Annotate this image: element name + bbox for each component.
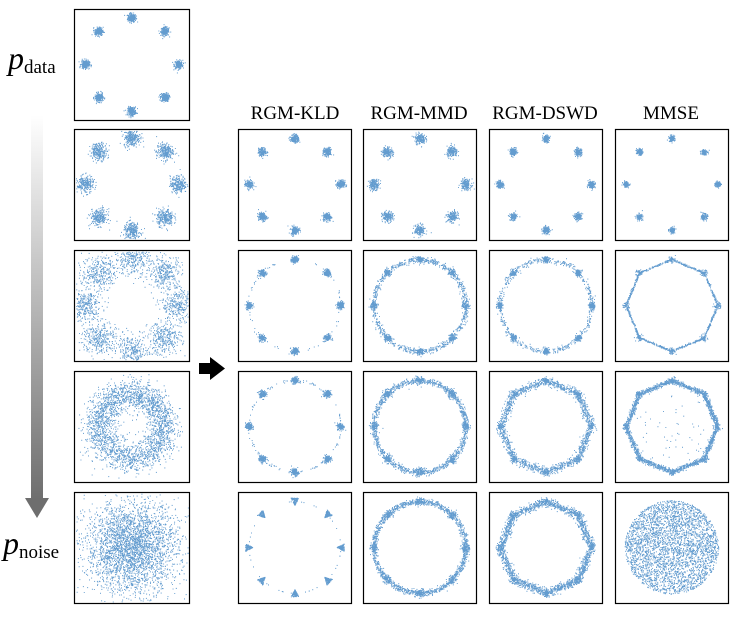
grid-panel-r4-c4	[614, 491, 730, 605]
scatter-points	[494, 132, 596, 236]
grid-panel-r3-c1	[237, 370, 353, 484]
scatter-points	[368, 255, 471, 358]
grid-panel-r2-c4	[614, 249, 730, 363]
left-panel-4	[73, 370, 191, 484]
panel-frame	[488, 370, 604, 484]
column-header-mmse: MMSE	[643, 103, 699, 124]
scatter-points	[624, 500, 720, 596]
grid-panel-r2-c2	[362, 249, 478, 363]
panel-frame	[488, 491, 604, 605]
right-arrow-icon	[199, 357, 225, 380]
panel-frame	[362, 249, 478, 363]
panel-frame	[614, 128, 730, 242]
grid-panel-r2-c1	[237, 249, 353, 363]
grid-panel-r2-c3	[488, 249, 604, 363]
scatter-points	[244, 375, 347, 479]
scatter-points	[366, 131, 475, 239]
scatter-points	[495, 256, 596, 356]
scatter-points	[76, 493, 189, 603]
column-header-rgm-mmd: RGM-MMD	[370, 103, 468, 124]
scatter-points	[621, 134, 722, 235]
scatter-points	[76, 251, 189, 361]
scatter-points	[245, 497, 345, 598]
left-panel-5	[73, 491, 191, 605]
left-panel-3	[73, 249, 191, 363]
gradient-down-arrow-icon	[25, 115, 49, 518]
panel-grid	[73, 8, 730, 605]
grid-panel-r1-c1	[237, 128, 353, 242]
scatter-points	[244, 133, 348, 238]
panel-frame	[362, 370, 478, 484]
scatter-points	[495, 497, 596, 598]
left-panel-1	[73, 8, 191, 122]
p-noise-label: pnoise	[3, 525, 60, 563]
scatter-points	[78, 374, 183, 479]
panel-frame	[488, 249, 604, 363]
column-header-rgm-kld: RGM-KLD	[250, 103, 340, 124]
panel-frame	[614, 370, 730, 484]
grid-panel-r4-c1	[237, 491, 353, 605]
panel-frame	[488, 128, 604, 242]
scatter-points	[369, 496, 471, 599]
scatter-points	[496, 376, 598, 477]
grid-panel-r4-c3	[488, 491, 604, 605]
left-panel-2	[73, 128, 191, 242]
column-header-rgm-dswd: RGM-DSWD	[492, 103, 598, 124]
grid-panel-r1-c3	[488, 128, 604, 242]
scatter-points	[244, 254, 345, 357]
grid-panel-r3-c3	[488, 370, 604, 484]
grid-panel-r4-c2	[362, 491, 478, 605]
panel-frame	[237, 370, 353, 484]
scatter-points	[368, 375, 471, 478]
scatter-points	[622, 254, 722, 355]
scatter-points	[78, 12, 186, 119]
panel-frame	[237, 491, 353, 605]
panel-frame	[237, 249, 353, 363]
grid-panel-r3-c2	[362, 370, 478, 484]
grid-panel-r1-c2	[362, 128, 478, 242]
scatter-points	[76, 130, 189, 240]
panel-frame	[614, 249, 730, 363]
scatter-points	[622, 376, 723, 476]
panel-frame	[237, 128, 353, 242]
p-data-label: pdata	[8, 40, 56, 78]
grid-panel-r3-c4	[614, 370, 730, 484]
grid-panel-r1-c4	[614, 128, 730, 242]
panel-frame	[362, 491, 478, 605]
